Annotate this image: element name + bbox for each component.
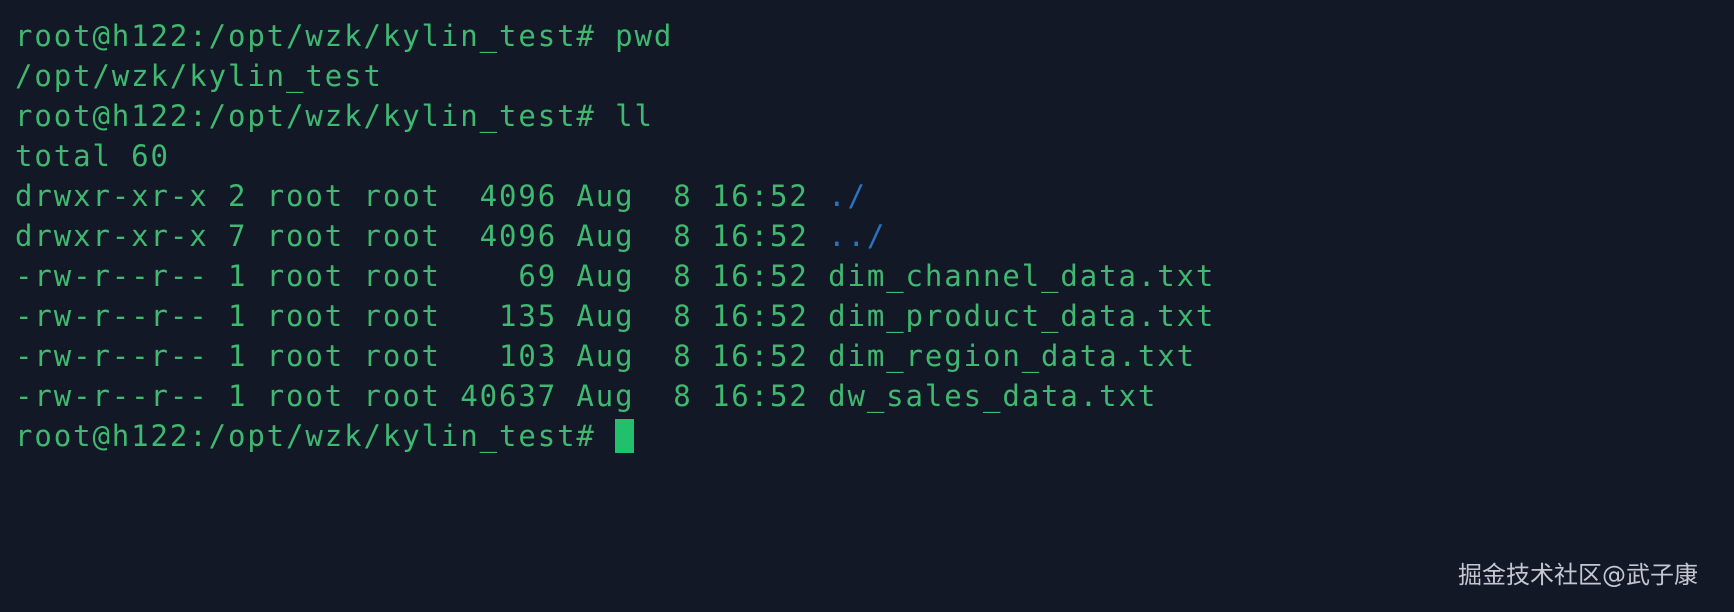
- file-entry: drwxr-xr-x 7 root root 4096 Aug 8 16:52 …: [15, 216, 1215, 256]
- file-meta: -rw-r--r-- 1 root root 135 Aug 8 16:52 d…: [15, 299, 1216, 333]
- file-meta: -rw-r--r-- 1 root root 69 Aug 8 16:52 di…: [15, 259, 1216, 293]
- watermark: 掘金技术社区@武子康: [1458, 561, 1698, 589]
- directory-name: ../: [828, 219, 887, 253]
- file-entry: -rw-r--r-- 1 root root 69 Aug 8 16:52 di…: [15, 256, 1215, 296]
- terminal-line: /opt/wzk/kylin_test: [15, 56, 1215, 96]
- file-meta: -rw-r--r-- 1 root root 40637 Aug 8 16:52…: [15, 379, 1158, 413]
- cursor: [615, 419, 635, 453]
- terminal-line: root@h122:/opt/wzk/kylin_test# pwd: [15, 16, 1215, 56]
- directory-name: ./: [828, 179, 867, 213]
- file-meta: -rw-r--r-- 1 root root 103 Aug 8 16:52 d…: [15, 339, 1196, 373]
- terminal-output[interactable]: root@h122:/opt/wzk/kylin_test# pwd/opt/w…: [15, 16, 1215, 456]
- terminal-line: root@h122:/opt/wzk/kylin_test# ll: [15, 96, 1215, 136]
- output-total: total 60: [15, 139, 170, 173]
- file-entry: drwxr-xr-x 2 root root 4096 Aug 8 16:52 …: [15, 176, 1215, 216]
- file-entry: -rw-r--r-- 1 root root 135 Aug 8 16:52 d…: [15, 296, 1215, 336]
- command-pwd: root@h122:/opt/wzk/kylin_test# pwd: [15, 19, 674, 53]
- file-meta: drwxr-xr-x 2 root root 4096 Aug 8 16:52: [15, 179, 829, 213]
- prompt-line[interactable]: root@h122:/opt/wzk/kylin_test#: [15, 416, 1215, 456]
- file-entry: -rw-r--r-- 1 root root 40637 Aug 8 16:52…: [15, 376, 1215, 416]
- file-entry: -rw-r--r-- 1 root root 103 Aug 8 16:52 d…: [15, 336, 1215, 376]
- output-path: /opt/wzk/kylin_test: [15, 59, 383, 93]
- command-ll: root@h122:/opt/wzk/kylin_test# ll: [15, 99, 654, 133]
- shell-prompt: root@h122:/opt/wzk/kylin_test#: [15, 419, 616, 453]
- terminal-line: total 60: [15, 136, 1215, 176]
- file-meta: drwxr-xr-x 7 root root 4096 Aug 8 16:52: [15, 219, 829, 253]
